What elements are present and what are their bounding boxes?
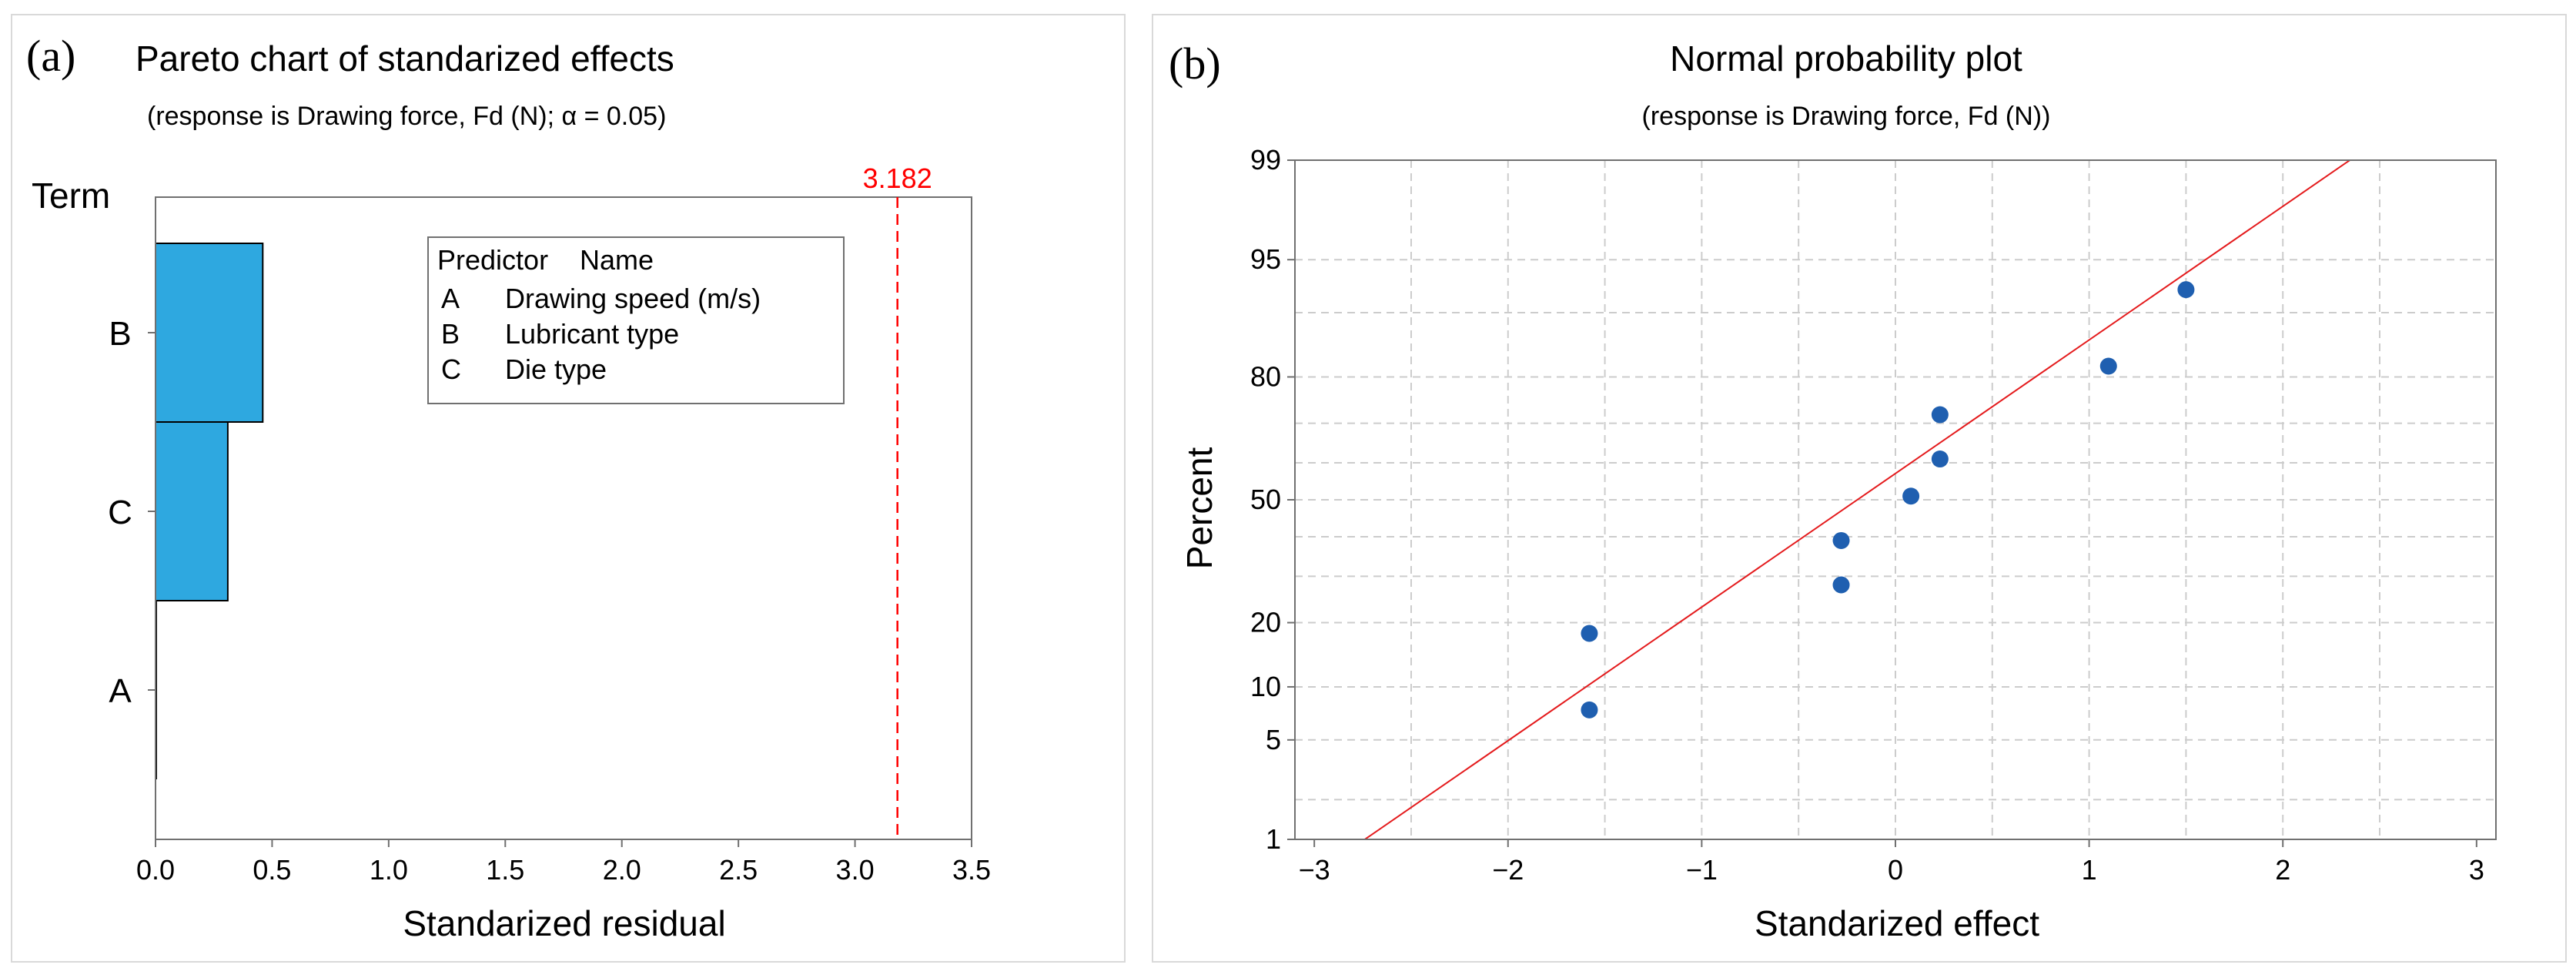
panel-label-a: (a) [26, 31, 75, 81]
bar-B [155, 243, 264, 423]
x-tick-label: 3.5 [952, 854, 991, 886]
chart-subtitle-a: (response is Drawing force, Fd (N); α = … [147, 102, 666, 131]
y-tick-label: 50 [1250, 484, 1281, 515]
x-tick-label: 0.5 [253, 854, 291, 886]
x-tick-label: 3.0 [836, 854, 875, 886]
legend-row-b-name: Lubricant type [505, 318, 679, 350]
legend-box [427, 236, 845, 404]
normal-probability-panel: (b) Normal probability plot (response is… [1152, 14, 2567, 963]
data-point [1931, 406, 1949, 424]
legend-header-predictor: Predictor [437, 244, 548, 276]
legend: Predictor Name A Drawing speed (m/s) B L… [427, 236, 845, 404]
data-point [2177, 281, 2195, 299]
y-tick-label: 80 [1250, 360, 1281, 392]
reference-line-label: 3.182 [863, 162, 932, 194]
y-tick-label: 95 [1250, 243, 1281, 275]
x-axis-title-b: Standarized effect [1755, 903, 2039, 943]
data-point [1581, 701, 1598, 718]
legend-header-name: Name [580, 244, 654, 276]
chart-subtitle-b: (response is Drawing force, Fd (N)) [1642, 102, 2051, 131]
pareto-chart: (a) Pareto chart of standarized effects … [26, 31, 991, 943]
bar-C [155, 421, 229, 601]
legend-row-c-code: C [441, 353, 461, 385]
plot-area-b [1294, 159, 2497, 840]
legend-row-b-code: B [441, 318, 460, 350]
x-tick-label: 1 [2082, 854, 2097, 886]
x-tick-label: 3 [2469, 854, 2484, 886]
x-tick-label: 1.5 [486, 854, 524, 886]
x-axis-title-a: Standarized residual [403, 903, 725, 943]
data-point [1902, 487, 1920, 505]
panel-label-b: (b) [1169, 39, 1221, 89]
x-tick-label: 0 [1888, 854, 1903, 886]
data-point [1581, 625, 1598, 642]
x-tick-label: −2 [1492, 854, 1524, 886]
x-tick-label: 0.0 [136, 854, 175, 886]
x-tick-label: 2.5 [719, 854, 758, 886]
x-tick-label: 1.0 [370, 854, 408, 886]
data-point [1931, 450, 1949, 468]
data-point [2099, 357, 2117, 375]
y-tick-label: 20 [1250, 607, 1281, 638]
fit-line [1364, 159, 2350, 840]
data-point [1832, 576, 1850, 594]
x-tick-label: −1 [1686, 854, 1718, 886]
chart-title-b: Normal probability plot [1670, 39, 2022, 79]
legend-row-a-name: Drawing speed (m/s) [505, 283, 761, 314]
plot-area-a [155, 196, 972, 840]
y-tick-label: 10 [1250, 671, 1281, 702]
y-category-label: B [109, 315, 131, 353]
legend-row-c-name: Die type [505, 353, 607, 385]
y-tick-label: 1 [1266, 823, 1281, 855]
normal-probability-plot: (b) Normal probability plot (response is… [1169, 39, 2497, 943]
x-tick-label: −3 [1299, 854, 1330, 886]
legend-row-a-code: A [441, 283, 460, 314]
y-axis-title-b: Percent [1179, 447, 1219, 570]
x-tick-label: 2 [2275, 854, 2290, 886]
y-category-label: A [109, 672, 132, 710]
y-tick-label: 99 [1250, 144, 1281, 176]
y-category-label: C [108, 494, 132, 531]
chart-title-a: Pareto chart of standarized effects [135, 39, 674, 79]
x-tick-label: 2.0 [603, 854, 641, 886]
pareto-chart-panel: (a) Pareto chart of standarized effects … [11, 14, 1126, 963]
y-axis-title-a: Term [32, 176, 110, 216]
data-point [1832, 531, 1850, 549]
y-tick-label: 5 [1266, 724, 1281, 755]
